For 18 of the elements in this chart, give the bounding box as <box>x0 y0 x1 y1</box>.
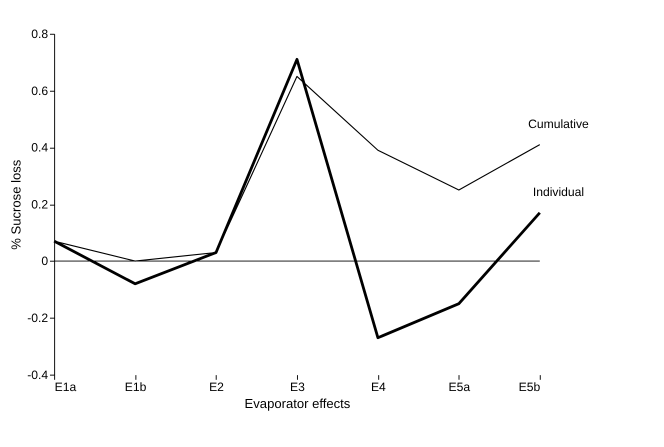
x-tick-label: E2 <box>209 380 224 394</box>
x-tick-label: E1a <box>54 380 76 394</box>
y-tick-label: 0.8 <box>31 26 48 41</box>
y-tick-label: 0.4 <box>31 140 48 155</box>
x-axis-title: Evaporator effects <box>244 396 351 411</box>
x-tick-label: E5a <box>448 380 470 394</box>
y-tick-label: 0.2 <box>31 197 48 212</box>
y-tick-label: -0.4 <box>27 368 48 382</box>
series-label: Individual <box>532 184 584 199</box>
y-tick-label: 0 <box>41 254 48 268</box>
y-axis-title: % Sucrose loss <box>8 159 24 250</box>
x-tick-label: E1b <box>124 380 147 394</box>
x-tick-label: E4 <box>370 380 386 394</box>
y-tick-label: 0.6 <box>31 84 48 98</box>
y-tick-label: -0.2 <box>27 311 48 326</box>
x-tick-label: E3 <box>290 380 306 394</box>
series-label: Cumulative <box>528 116 590 131</box>
x-tick-label: E5b <box>518 380 541 394</box>
